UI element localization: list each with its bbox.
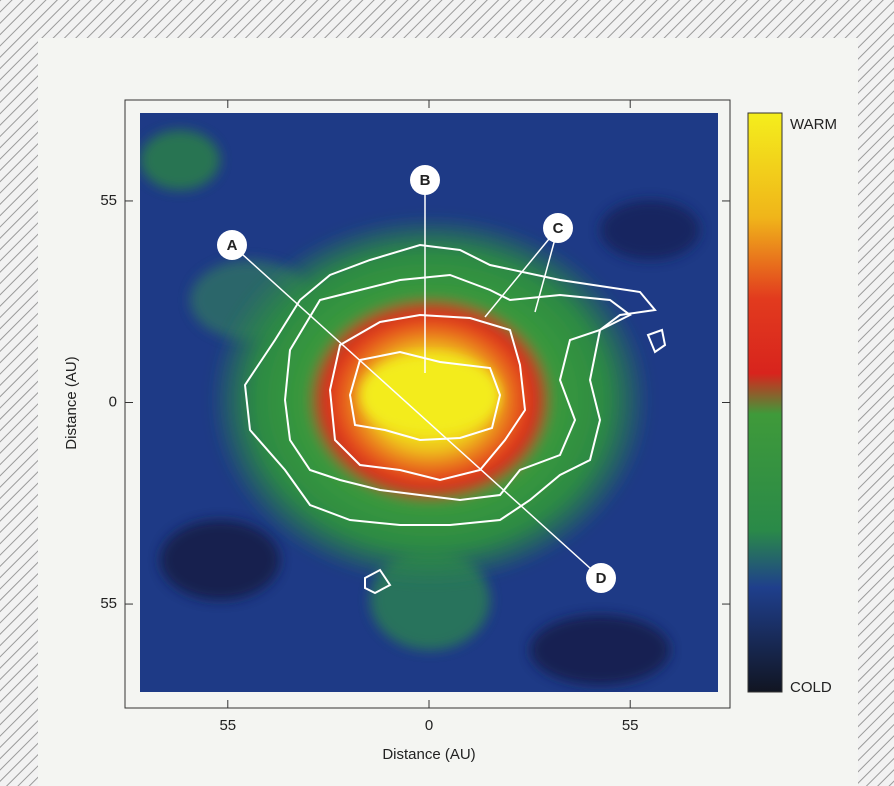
y-tick-label: 55 (100, 595, 117, 612)
x-tick-label: 55 (219, 717, 236, 734)
x-tick-label: 0 (425, 717, 433, 734)
annotation: C (553, 220, 564, 237)
colorbar-bottom-label: COLD (790, 679, 832, 696)
x-tick-label: 55 (622, 717, 639, 734)
annotation: B (420, 172, 431, 189)
heatmap-image (140, 113, 718, 692)
y-axis-label: Distance (AU) (63, 356, 80, 449)
x-axis-label: Distance (AU) (382, 746, 475, 763)
chart: WARM COLD Distance (AU) Distance (AU) A … (0, 0, 894, 786)
annotation: D (596, 570, 607, 587)
y-tick-label: 55 (100, 192, 117, 209)
colorbar (748, 113, 782, 692)
colorbar-top-label: WARM (790, 116, 837, 133)
y-tick-label: 0 (109, 393, 117, 410)
annotation: A (227, 237, 238, 254)
